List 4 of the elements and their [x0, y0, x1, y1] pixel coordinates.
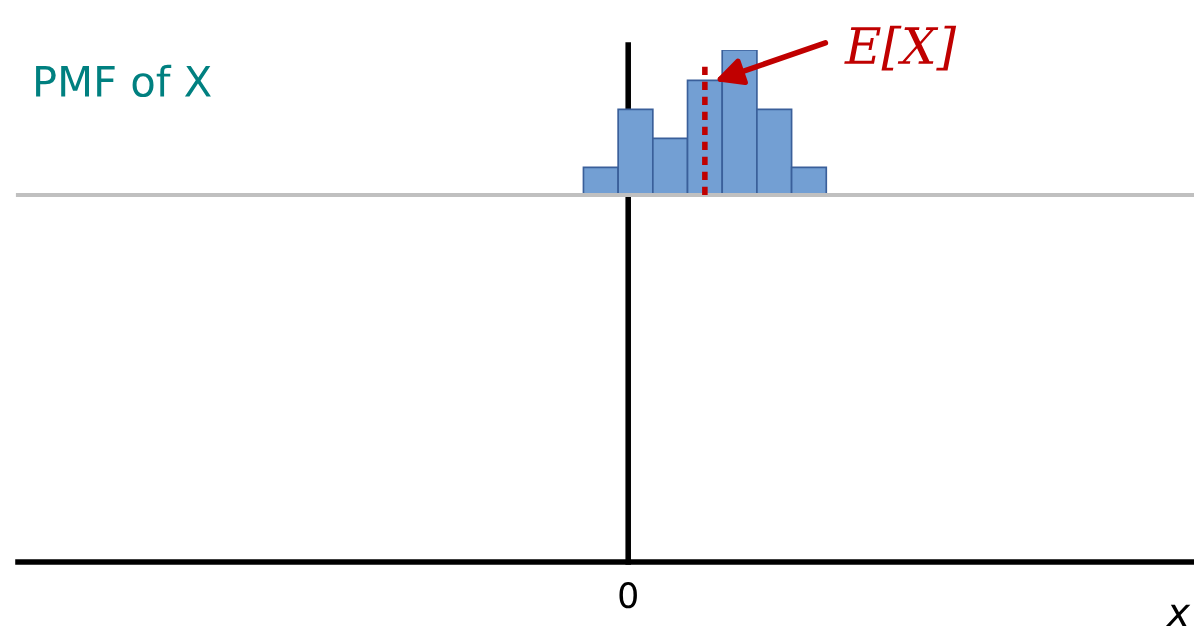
text: 0	[619, 582, 637, 609]
text: PMF of X	[36, 64, 211, 98]
text: E[X]	[844, 25, 957, 71]
text: x	[1165, 604, 1191, 626]
